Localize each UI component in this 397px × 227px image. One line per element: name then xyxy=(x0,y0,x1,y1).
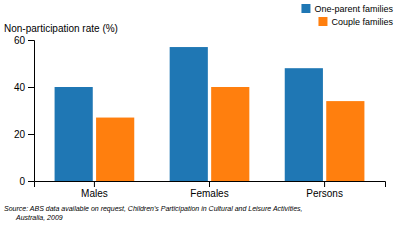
tick-label: 20 xyxy=(14,129,26,140)
bar xyxy=(55,87,93,181)
tick: Males xyxy=(81,181,108,199)
tick-label: Females xyxy=(190,188,228,199)
tick-label: 0 xyxy=(19,176,25,187)
bar xyxy=(96,118,134,181)
tick-mark xyxy=(94,181,95,187)
chart: 0 20 40 60 Males Females Persons Non-participat… xyxy=(0,0,397,227)
bar xyxy=(170,47,208,181)
tick-label: 40 xyxy=(14,82,26,93)
plot-area xyxy=(55,47,365,181)
tick: 40 xyxy=(14,82,34,93)
tick-mark xyxy=(28,87,34,88)
x-axis: Males Females Persons xyxy=(35,181,386,199)
bar xyxy=(211,87,249,181)
tick-mark xyxy=(209,181,210,187)
tick-label: 60 xyxy=(14,35,26,46)
legend: One-parent families Couple families xyxy=(301,4,393,27)
tick-mark xyxy=(28,134,34,135)
axis-line xyxy=(28,41,35,182)
legend-label: Couple families xyxy=(331,17,393,27)
bar xyxy=(285,68,323,181)
legend-swatch xyxy=(301,4,310,13)
legend-item: Couple families xyxy=(318,17,393,27)
y-axis: 0 20 40 60 xyxy=(14,35,35,187)
legend-swatch xyxy=(318,17,327,26)
annotation: Source: ABS data available on request, C… xyxy=(4,205,303,213)
tick: 0 xyxy=(19,176,34,187)
legend-item: One-parent families xyxy=(301,4,393,14)
tick-mark xyxy=(28,181,34,182)
annotation: Australia, 2009 xyxy=(15,214,63,221)
tick: Females xyxy=(190,181,228,199)
tick-label: Persons xyxy=(306,188,343,199)
bar xyxy=(326,101,364,181)
tick: 60 xyxy=(14,35,34,46)
tick: Persons xyxy=(306,181,343,199)
tick-mark xyxy=(28,40,34,41)
y-label: Non-participation rate (%) xyxy=(4,23,118,34)
legend-label: One-parent families xyxy=(314,4,393,14)
tick-label: Males xyxy=(81,188,108,199)
axis-line xyxy=(35,182,386,188)
tick: 20 xyxy=(14,129,34,140)
tick-mark xyxy=(324,181,325,187)
